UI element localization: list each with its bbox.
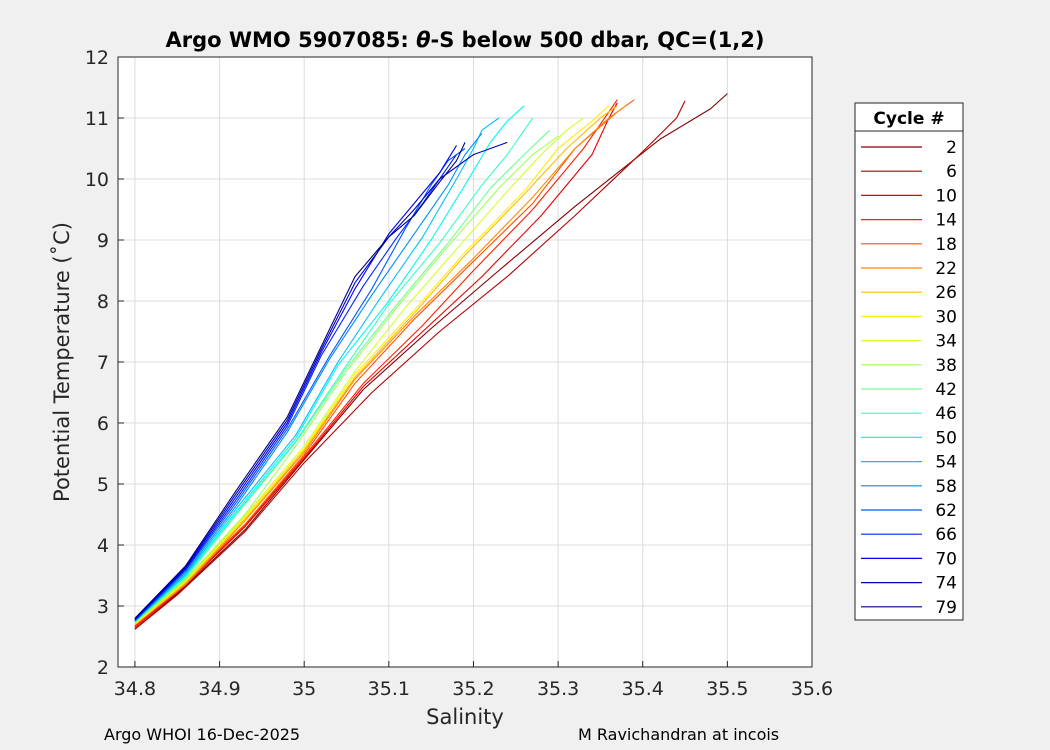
y-tick-label: 8 xyxy=(97,291,109,313)
legend-entry: 54 xyxy=(861,453,957,473)
legend-label: 58 xyxy=(935,477,957,497)
legend-label: 42 xyxy=(935,380,957,400)
legend-label: 30 xyxy=(935,307,957,327)
legend-label: 26 xyxy=(935,283,957,303)
legend-entry: 18 xyxy=(861,235,957,255)
series-line-cycle-34 xyxy=(134,117,584,624)
x-tick-label: 35.2 xyxy=(452,678,494,700)
title-theta: θ xyxy=(416,28,430,52)
series-line-cycle-30 xyxy=(134,105,610,625)
y-tick-label: 9 xyxy=(97,230,109,252)
series-line-cycle-50 xyxy=(134,105,525,622)
y-tick-label: 11 xyxy=(85,108,109,130)
series-line-cycle-66 xyxy=(134,154,457,621)
legend-entry: 34 xyxy=(861,332,957,352)
legend-entry: 46 xyxy=(861,404,957,424)
legend: Cycle # 26101418222630343842465054586266… xyxy=(854,102,964,621)
legend-entry: 70 xyxy=(861,549,957,569)
y-tick-label: 10 xyxy=(85,169,109,191)
legend-label: 10 xyxy=(935,186,957,206)
title-suffix: -S below 500 dbar, QC=(1,2) xyxy=(431,28,765,52)
legend-label: 70 xyxy=(935,549,957,569)
legend-label: 2 xyxy=(946,138,957,158)
legend-title: Cycle # xyxy=(873,109,944,129)
legend-entry: 62 xyxy=(861,501,957,521)
x-tick-label: 35.3 xyxy=(537,678,579,700)
legend-entry: 26 xyxy=(861,283,957,303)
series-line-cycle-58 xyxy=(134,132,483,621)
series-line-cycle-70 xyxy=(134,145,457,620)
y-tick-label: 2 xyxy=(97,657,109,679)
series-line-cycle-2 xyxy=(134,93,728,630)
legend-label: 46 xyxy=(935,404,957,424)
series-line-cycle-26 xyxy=(134,105,618,625)
x-tick-label: 35.1 xyxy=(368,678,410,700)
legend-entry: 14 xyxy=(861,211,957,231)
x-tick-label: 35 xyxy=(292,678,316,700)
chart-title: Argo WMO 5907085: θ-S below 500 dbar, QC… xyxy=(165,28,764,52)
y-axis-label: Potential Temperature (˚C) xyxy=(50,222,74,502)
legend-entry: 2 xyxy=(861,138,957,158)
legend-label: 34 xyxy=(935,332,957,352)
legend-label: 66 xyxy=(935,525,957,545)
ticks: 34.8 34.9 35 35.1 35.2 35.3 35.4 35.5 35.6 2 3 4 5 6 7… xyxy=(85,47,833,700)
y-tick-label: 7 xyxy=(97,352,109,374)
y-tick-label: 12 xyxy=(85,47,109,69)
legend-label: 18 xyxy=(935,235,957,255)
legend-label: 38 xyxy=(935,356,957,376)
legend-label: 50 xyxy=(935,428,957,448)
legend-entry: 10 xyxy=(861,186,957,206)
legend-label: 79 xyxy=(935,598,957,618)
legend-entry: 38 xyxy=(861,356,957,376)
legend-entry: 79 xyxy=(861,598,957,618)
series-line-cycle-6 xyxy=(134,100,686,630)
y-tick-label: 6 xyxy=(97,413,109,435)
series-line-cycle-79 xyxy=(134,142,466,619)
legend-entry: 50 xyxy=(861,428,957,448)
series-line-cycle-42 xyxy=(134,129,550,623)
legend-label: 62 xyxy=(935,501,957,521)
legend-entry: 30 xyxy=(861,307,957,327)
legend-entry: 22 xyxy=(861,259,957,279)
x-tick-label: 34.8 xyxy=(114,678,156,700)
footer-author: M Ravichandran at incois xyxy=(578,725,780,744)
x-axis-label: Salinity xyxy=(426,705,504,729)
footer-source: Argo WHOI 16-Dec-2025 xyxy=(104,725,301,744)
legend-label: 6 xyxy=(946,162,957,182)
legend-entry: 58 xyxy=(861,477,957,497)
x-tick-label: 35.4 xyxy=(622,678,664,700)
series-line-cycle-38 xyxy=(134,135,559,624)
x-tick-label: 35.5 xyxy=(706,678,748,700)
x-tick-label: 35.6 xyxy=(791,678,833,700)
series-line-cycle-14 xyxy=(134,99,618,628)
y-tick-label: 3 xyxy=(97,596,109,618)
series-line-cycle-10 xyxy=(134,102,618,628)
legend-entry: 74 xyxy=(861,574,957,594)
legend-entry: 42 xyxy=(861,380,957,400)
series-line-cycle-46 xyxy=(134,117,534,623)
series-line-cycle-74 xyxy=(134,141,508,620)
y-tick-label: 4 xyxy=(97,535,109,557)
legend-label: 74 xyxy=(935,574,957,594)
series-line-cycle-54 xyxy=(134,117,500,622)
x-tick-label: 34.9 xyxy=(198,678,240,700)
y-tick-label: 5 xyxy=(97,474,109,496)
legend-entry: 66 xyxy=(861,525,957,545)
series-line-cycle-22 xyxy=(134,105,627,625)
legend-entry: 6 xyxy=(861,162,957,182)
series-layer xyxy=(134,93,728,630)
title-prefix: Argo WMO 5907085: xyxy=(165,28,416,52)
legend-label: 14 xyxy=(935,211,957,231)
legend-label: 22 xyxy=(935,259,957,279)
legend-label: 54 xyxy=(935,453,957,473)
